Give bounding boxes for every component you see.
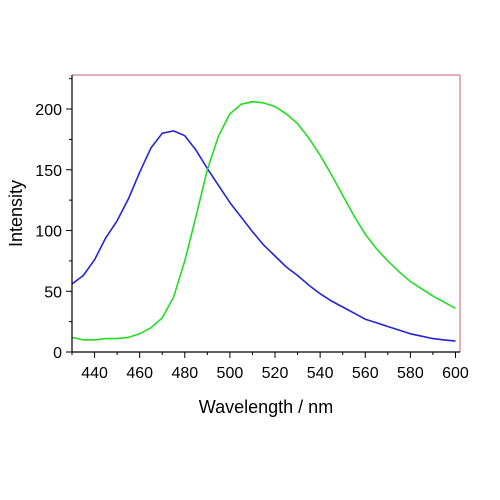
x-tick-label: 460 xyxy=(126,365,153,382)
x-tick-label: 480 xyxy=(171,365,198,382)
x-tick-label: 540 xyxy=(307,365,334,382)
x-tick-label: 520 xyxy=(262,365,289,382)
y-tick-label: 100 xyxy=(35,224,62,241)
x-axis-title: Wavelength / nm xyxy=(199,397,333,417)
x-tick-label: 560 xyxy=(352,365,379,382)
y-tick-label: 200 xyxy=(35,102,62,119)
y-axis-title: Intensity xyxy=(6,180,26,247)
y-tick-label: 150 xyxy=(35,163,62,180)
y-tick-label: 50 xyxy=(44,284,62,301)
y-tick-label: 0 xyxy=(53,345,62,362)
x-tick-label: 440 xyxy=(81,365,108,382)
series-line-2 xyxy=(71,100,456,341)
x-tick-label: 500 xyxy=(217,365,244,382)
series-line-1 xyxy=(71,130,456,342)
x-tick-label: 580 xyxy=(397,365,424,382)
x-tick-label: 600 xyxy=(442,365,469,382)
